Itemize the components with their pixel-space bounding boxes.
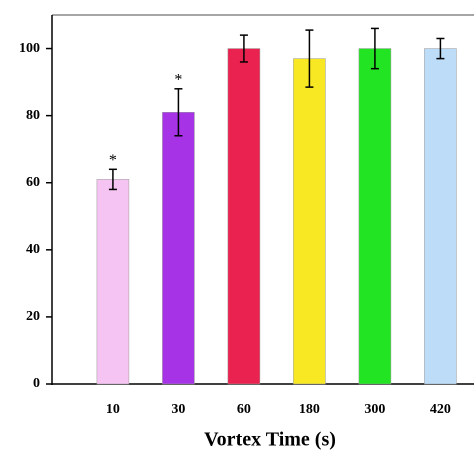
bar bbox=[227, 48, 261, 385]
x-tick-label: 180 bbox=[299, 402, 320, 417]
error-bar bbox=[436, 37, 445, 60]
bar bbox=[293, 58, 326, 385]
bar bbox=[358, 48, 392, 385]
x-tick-label: 10 bbox=[106, 402, 120, 417]
x-tick-label: 300 bbox=[364, 402, 385, 417]
bar bbox=[96, 179, 130, 385]
y-tick-label: 20 bbox=[26, 309, 40, 324]
bar bbox=[424, 48, 457, 385]
annotation: * bbox=[109, 152, 117, 169]
x-tick-label: 60 bbox=[237, 402, 251, 417]
error-bar bbox=[108, 168, 117, 191]
x-tick-label: 420 bbox=[430, 402, 451, 417]
y-tick-label: 100 bbox=[19, 41, 40, 56]
error-bar bbox=[305, 29, 314, 88]
y-tick-label: 60 bbox=[26, 175, 40, 190]
y-tick-label: 40 bbox=[26, 242, 40, 257]
y-tick-label: 0 bbox=[33, 376, 40, 391]
error-bar bbox=[174, 88, 183, 137]
annotation: * bbox=[174, 71, 182, 88]
x-axis-title: Vortex Time (s) bbox=[204, 429, 336, 451]
error-bar bbox=[370, 27, 379, 70]
error-bar bbox=[239, 34, 248, 63]
y-tick-label: 80 bbox=[26, 108, 40, 123]
bar bbox=[162, 112, 195, 385]
x-tick-label: 30 bbox=[171, 402, 185, 417]
